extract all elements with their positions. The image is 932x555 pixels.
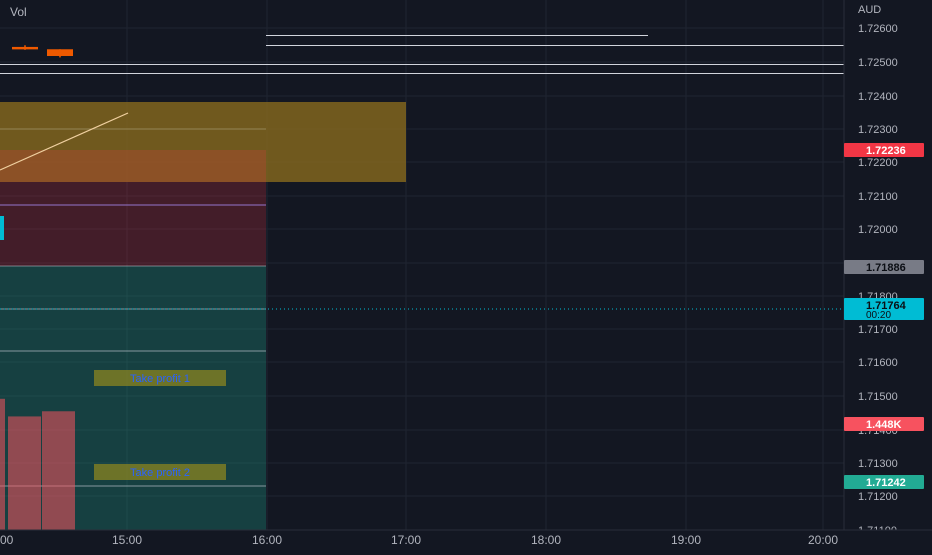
volume-bar xyxy=(0,398,5,530)
price-tick: 1.71600 xyxy=(858,357,898,369)
price-tick: 1.72100 xyxy=(858,191,898,203)
price-tag xyxy=(844,143,924,157)
take-profit-2-label[interactable]: Take profit 2 xyxy=(94,464,226,480)
trend-line[interactable] xyxy=(0,112,129,171)
time-axis[interactable] xyxy=(0,529,932,550)
position-zones[interactable] xyxy=(0,102,406,530)
price-tag xyxy=(844,298,924,320)
cyan-marker xyxy=(0,216,4,240)
time-tick: 18:00 xyxy=(531,533,561,547)
price-tag-label: 1.71886 xyxy=(866,262,906,274)
candles xyxy=(12,45,73,58)
price-tick: 1.72400 xyxy=(858,91,898,103)
take-profit-1-text: Take profit 1 xyxy=(130,373,190,385)
price-tag xyxy=(844,475,924,489)
price-tick: 1.71200 xyxy=(858,491,898,503)
time-tick: 20:00 xyxy=(808,533,838,547)
time-tick: 00 xyxy=(0,533,14,547)
price-tick: 1.71700 xyxy=(858,324,898,336)
volume-indicator-label[interactable]: Vol xyxy=(10,5,27,19)
time-tick: 17:00 xyxy=(391,533,421,547)
price-tick: 1.71300 xyxy=(858,458,898,470)
price-tag-label: 1.448K xyxy=(866,419,902,431)
price-tick: 1.72300 xyxy=(858,124,898,136)
horizontal-lines[interactable] xyxy=(0,35,844,74)
volume-bar xyxy=(42,411,75,530)
price-tag xyxy=(844,260,924,274)
price-tick: 1.72600 xyxy=(858,23,898,35)
currency-label: AUD xyxy=(858,4,881,16)
time-ticks: 00 15:00 16:00 17:00 18:00 19:00 20:00 xyxy=(0,533,838,547)
time-tick: 15:00 xyxy=(112,533,142,547)
price-tick: 1.72000 xyxy=(858,224,898,236)
price-tag-label: 1.72236 xyxy=(866,145,906,157)
take-profit-2-text: Take profit 2 xyxy=(130,467,190,479)
candle-body xyxy=(12,46,38,50)
price-tag-label: 1.71242 xyxy=(866,477,906,489)
time-tick: 19:00 xyxy=(671,533,701,547)
price-tag xyxy=(844,417,924,431)
time-tick: 16:00 xyxy=(252,533,282,547)
take-profit-1-label[interactable]: Take profit 1 xyxy=(94,370,226,386)
price-tick: 1.71500 xyxy=(858,391,898,403)
volume-bars xyxy=(0,398,75,530)
stop-loss-zone[interactable] xyxy=(0,150,266,266)
price-tag-label: 1.71764 xyxy=(866,300,907,312)
candle-body xyxy=(47,49,73,57)
price-tag-countdown: 00:20 xyxy=(866,310,891,321)
price-tick: 1.72500 xyxy=(858,57,898,69)
entry-box[interactable] xyxy=(0,102,406,182)
volume-bar xyxy=(8,416,41,530)
price-tick: 1.72200 xyxy=(858,157,898,169)
